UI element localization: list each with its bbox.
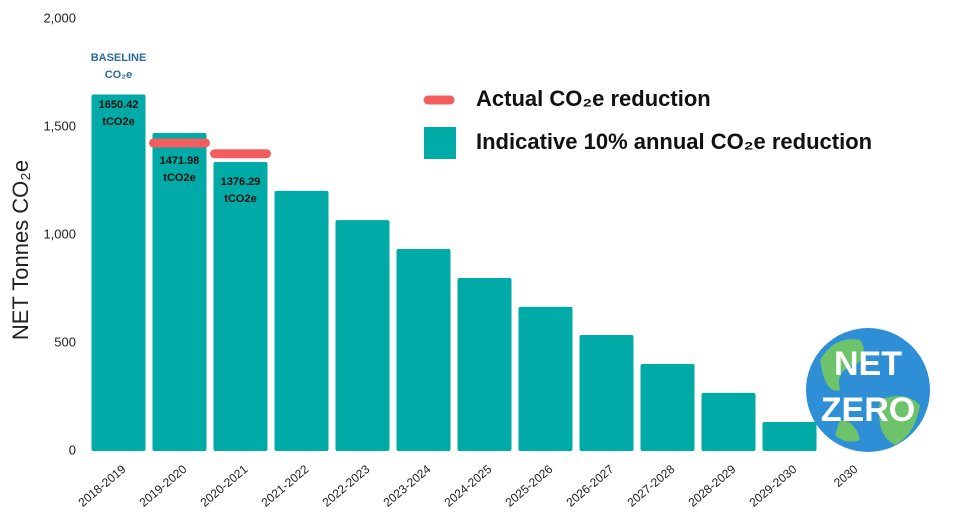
bar [274,190,329,451]
legend-swatch [424,127,456,159]
badge-text: ZERO [821,391,915,429]
x-tick-label: 2022-2023 [320,462,373,510]
annotation: CO₂e [105,69,133,81]
annotation: tCO2e [102,116,134,128]
annotation: 1471.98 [160,155,200,167]
y-tick-label: 500 [54,334,76,349]
x-tick-label: 2030 [831,462,861,490]
x-tick-label: 2018-2019 [76,462,129,510]
annotation: 1376.29 [221,176,261,188]
x-tick-label: 2019-2020 [137,462,190,510]
bar [213,161,268,451]
annotation: tCO2e [224,193,256,205]
land [835,420,860,442]
badge-text: NET [834,345,902,383]
x-tick-label: 2021-2022 [259,462,312,510]
net-zero-badge [806,328,930,452]
x-tick-label: 2028-2029 [686,462,739,510]
x-tick-label: 2026-2027 [564,462,617,510]
annotation: 1650.42 [99,99,139,111]
x-tick-label: 2029-2030 [747,462,800,510]
bar [518,306,573,451]
x-tick-label: 2025-2026 [503,462,556,510]
y-tick-label: 1,000 [43,226,76,241]
y-axis-title: NET Tonnes CO₂e [8,160,33,340]
annotation: tCO2e [163,172,195,184]
y-tick-label: 1,500 [43,118,76,133]
legend-label: Actual CO₂e reduction [476,86,711,111]
y-tick-label: 0 [69,442,76,457]
legend-label: Indicative 10% annual CO₂e reduction [476,129,872,154]
bar [457,277,512,451]
bar [396,249,451,451]
bar [91,94,146,451]
bar [152,133,207,451]
x-tick-label: 2023-2024 [381,462,434,510]
annotation: BASELINE [91,52,147,64]
y-tick-label: 2,000 [43,10,76,25]
x-tick-label: 2027-2028 [625,462,678,510]
bar [579,335,634,451]
bar [701,392,756,451]
land [879,396,920,445]
x-tick-label: 2024-2025 [442,462,495,510]
bar [640,363,695,451]
x-tick-label: 2020-2021 [198,462,251,510]
land [820,339,864,391]
bar [762,422,817,451]
bar [335,220,390,451]
